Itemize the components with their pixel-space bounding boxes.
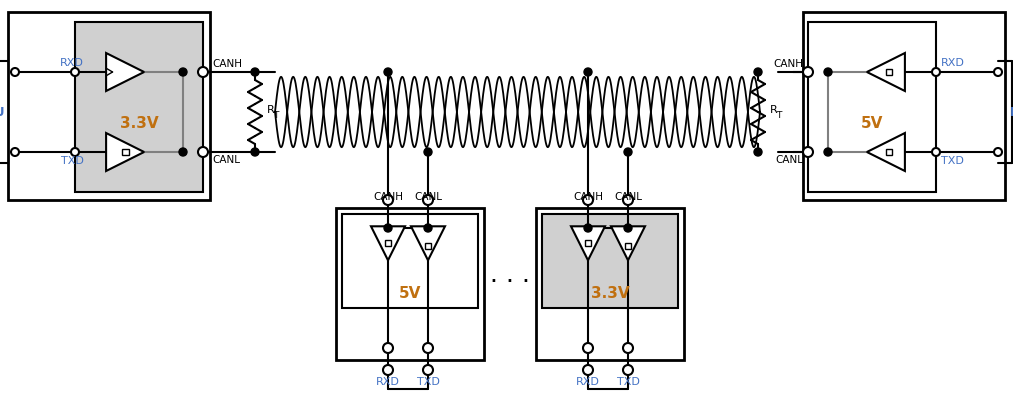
Text: CANH: CANH bbox=[212, 59, 242, 69]
Circle shape bbox=[803, 67, 813, 77]
Text: 3.3V: 3.3V bbox=[591, 286, 629, 301]
Circle shape bbox=[754, 148, 762, 156]
Circle shape bbox=[11, 148, 19, 156]
Circle shape bbox=[198, 147, 208, 157]
Text: MCU: MCU bbox=[1010, 105, 1013, 119]
Polygon shape bbox=[106, 53, 144, 91]
Bar bbox=[542, 214, 678, 308]
Bar bbox=[886, 69, 892, 75]
Bar bbox=[536, 208, 684, 360]
Bar bbox=[75, 22, 203, 192]
Bar bbox=[808, 22, 936, 192]
Text: T: T bbox=[776, 112, 781, 121]
Circle shape bbox=[585, 224, 592, 232]
Text: CANL: CANL bbox=[614, 192, 642, 202]
Circle shape bbox=[932, 148, 940, 156]
Text: T: T bbox=[272, 112, 279, 121]
Circle shape bbox=[179, 68, 187, 76]
Text: TXD: TXD bbox=[416, 377, 440, 387]
Text: R: R bbox=[267, 105, 275, 115]
Text: R: R bbox=[770, 105, 778, 115]
Circle shape bbox=[424, 148, 432, 156]
Bar bbox=[8, 12, 210, 200]
Bar bbox=[122, 149, 129, 155]
Bar bbox=[625, 243, 631, 249]
Circle shape bbox=[624, 148, 632, 156]
Text: CANH: CANH bbox=[573, 192, 603, 202]
Circle shape bbox=[383, 343, 393, 353]
Text: TXD: TXD bbox=[941, 156, 964, 166]
Text: 3.3V: 3.3V bbox=[120, 116, 158, 132]
Polygon shape bbox=[867, 133, 905, 171]
Circle shape bbox=[754, 68, 762, 76]
Circle shape bbox=[624, 224, 632, 232]
Circle shape bbox=[932, 68, 940, 76]
Circle shape bbox=[803, 147, 813, 157]
Bar bbox=[803, 12, 1005, 200]
Circle shape bbox=[383, 195, 393, 205]
Circle shape bbox=[583, 343, 593, 353]
Circle shape bbox=[824, 68, 832, 76]
Text: MCU: MCU bbox=[0, 105, 6, 119]
Circle shape bbox=[383, 365, 393, 375]
Circle shape bbox=[994, 68, 1002, 76]
Circle shape bbox=[423, 365, 433, 375]
Circle shape bbox=[251, 148, 259, 156]
Circle shape bbox=[71, 68, 79, 76]
Circle shape bbox=[583, 195, 593, 205]
Bar bbox=[342, 214, 478, 308]
Circle shape bbox=[179, 148, 187, 156]
Polygon shape bbox=[411, 226, 445, 260]
Text: CANL: CANL bbox=[212, 155, 240, 165]
Circle shape bbox=[623, 343, 633, 353]
Circle shape bbox=[71, 148, 79, 156]
Circle shape bbox=[824, 148, 832, 156]
Text: CANH: CANH bbox=[373, 192, 403, 202]
Bar bbox=[336, 208, 484, 360]
Polygon shape bbox=[867, 53, 905, 91]
Text: CANL: CANL bbox=[775, 155, 803, 165]
Text: 5V: 5V bbox=[861, 116, 883, 132]
Text: . . .: . . . bbox=[490, 263, 530, 287]
Circle shape bbox=[251, 68, 259, 76]
Text: RXD: RXD bbox=[941, 58, 964, 68]
Circle shape bbox=[423, 343, 433, 353]
Circle shape bbox=[423, 195, 433, 205]
Circle shape bbox=[384, 68, 392, 76]
Circle shape bbox=[11, 68, 19, 76]
Text: RXD: RXD bbox=[576, 377, 600, 387]
Circle shape bbox=[583, 365, 593, 375]
Text: TXD: TXD bbox=[617, 377, 639, 387]
Text: RXD: RXD bbox=[376, 377, 400, 387]
Polygon shape bbox=[571, 226, 605, 260]
Polygon shape bbox=[106, 133, 144, 171]
Bar bbox=[425, 243, 431, 249]
Circle shape bbox=[384, 224, 392, 232]
Polygon shape bbox=[371, 226, 405, 260]
Circle shape bbox=[585, 68, 592, 76]
Text: RXD: RXD bbox=[60, 58, 84, 68]
Text: CANH: CANH bbox=[773, 59, 803, 69]
Text: 5V: 5V bbox=[399, 286, 421, 301]
Bar bbox=[586, 240, 591, 246]
Circle shape bbox=[424, 224, 432, 232]
Polygon shape bbox=[611, 226, 645, 260]
Circle shape bbox=[623, 365, 633, 375]
Text: TXD: TXD bbox=[61, 156, 83, 166]
Bar bbox=[385, 240, 391, 246]
Circle shape bbox=[198, 67, 208, 77]
Bar bbox=[886, 149, 892, 155]
Circle shape bbox=[994, 148, 1002, 156]
Circle shape bbox=[623, 195, 633, 205]
Text: CANL: CANL bbox=[414, 192, 442, 202]
